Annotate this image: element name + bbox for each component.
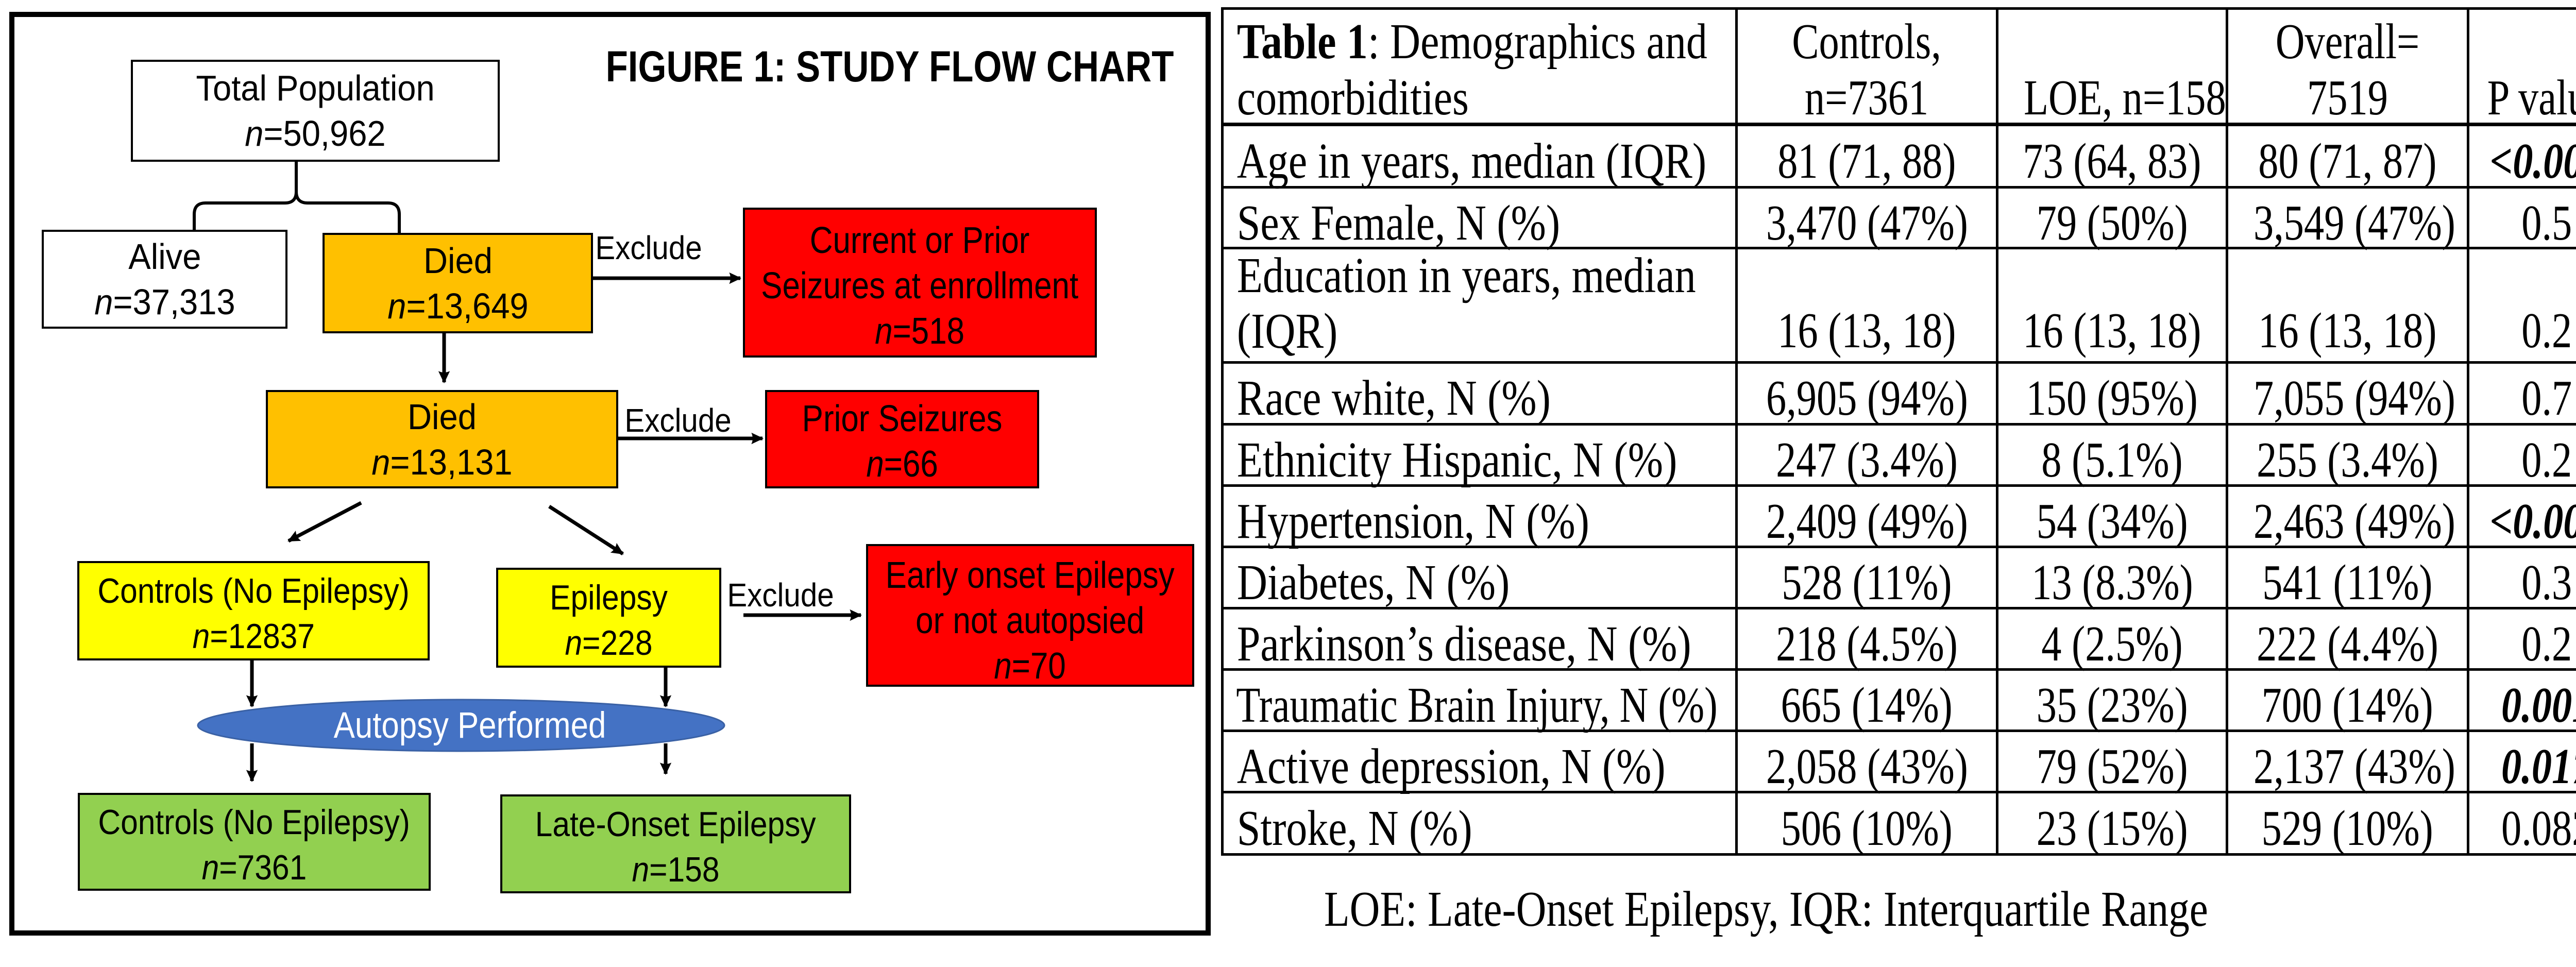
svg-text:Autopsy Performed: Autopsy Performed: [334, 705, 606, 746]
